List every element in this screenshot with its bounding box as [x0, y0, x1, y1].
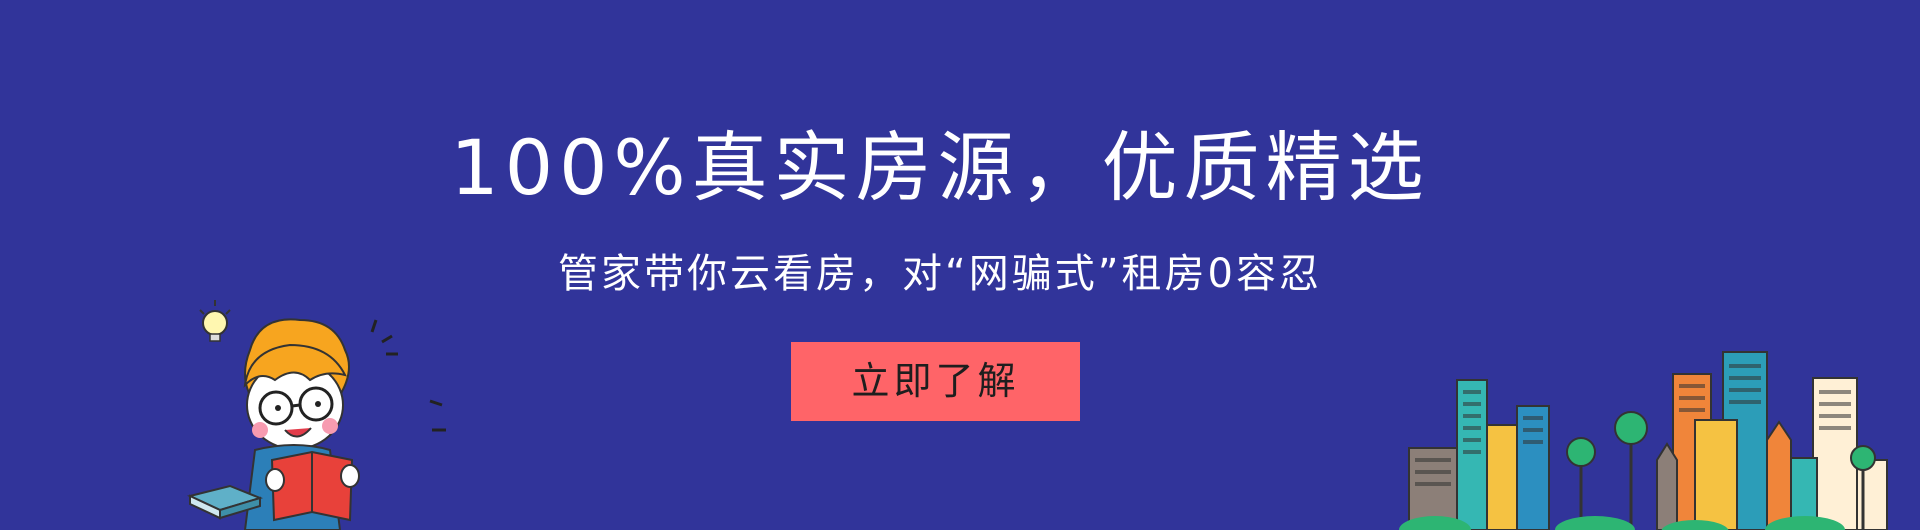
book-icon: [187, 484, 264, 520]
learn-more-button[interactable]: 立即了解: [791, 342, 1080, 421]
reading-boy-illustration: [187, 300, 446, 530]
subheadline: 管家带你云看房，对“网骗式”租房0容忍: [558, 251, 1322, 297]
city-buildings-illustration: [1399, 351, 1888, 530]
lightbulb-icon: [199, 300, 231, 342]
headline: 100%真实房源，优质精选: [450, 123, 1430, 212]
